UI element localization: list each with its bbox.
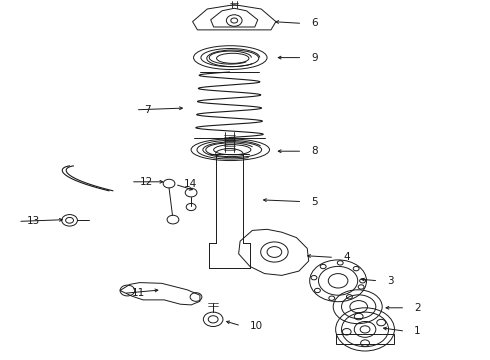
Text: 9: 9 [311,53,318,63]
Text: 5: 5 [311,197,318,207]
Text: 7: 7 [145,105,151,115]
Text: 3: 3 [387,276,394,286]
Text: 13: 13 [27,216,40,226]
Text: 11: 11 [132,288,146,298]
Text: 1: 1 [414,326,421,336]
Text: 6: 6 [311,18,318,28]
Text: 12: 12 [140,177,153,187]
Text: 8: 8 [311,146,318,156]
Text: 14: 14 [184,179,197,189]
Text: 2: 2 [414,303,421,313]
Text: 10: 10 [250,321,263,331]
Text: 4: 4 [343,252,350,262]
